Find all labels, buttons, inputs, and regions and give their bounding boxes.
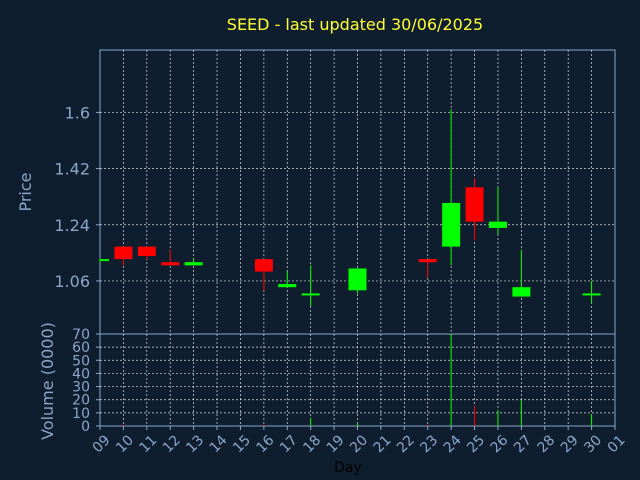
chart-title: SEED - last updated 30/06/2025 bbox=[227, 15, 483, 34]
price-tick-label: 1.24 bbox=[54, 216, 90, 235]
volume-tick-label: 60 bbox=[72, 340, 90, 356]
candle-body bbox=[465, 187, 484, 222]
candle-body bbox=[488, 221, 507, 228]
candle-body bbox=[582, 293, 601, 296]
price-tick-label: 1.6 bbox=[65, 103, 90, 122]
candle bbox=[512, 249, 531, 297]
candle-body bbox=[161, 262, 180, 266]
candle-body bbox=[348, 268, 367, 291]
volume-tick-label: 0 bbox=[81, 419, 90, 435]
volume-axis-label: Volume (0000) bbox=[38, 322, 57, 440]
candle-body bbox=[114, 246, 133, 260]
candle-body bbox=[512, 287, 531, 297]
volume-tick-label: 50 bbox=[72, 353, 90, 369]
candle-body bbox=[184, 262, 203, 266]
candle bbox=[137, 246, 156, 260]
candle bbox=[184, 259, 203, 266]
candle-body bbox=[418, 259, 437, 263]
candle-body bbox=[442, 202, 461, 247]
price-tick-label: 1.06 bbox=[54, 272, 90, 291]
candle bbox=[301, 265, 320, 306]
x-axis-label: Day bbox=[334, 460, 362, 476]
candle-body bbox=[100, 259, 109, 262]
candle bbox=[114, 246, 133, 266]
volume-series bbox=[122, 334, 593, 426]
candle bbox=[254, 259, 273, 291]
price-tick-label: 1.42 bbox=[54, 160, 90, 179]
volume-tick-label: 30 bbox=[72, 380, 90, 396]
candle bbox=[465, 177, 484, 241]
candle-body bbox=[278, 284, 297, 288]
candle bbox=[488, 187, 507, 235]
price-axis-label: Price bbox=[16, 172, 35, 211]
candle bbox=[161, 249, 180, 266]
candle bbox=[442, 109, 461, 266]
volume-tick-label: 70 bbox=[72, 327, 90, 343]
candle bbox=[418, 259, 437, 278]
candle-body bbox=[301, 293, 320, 296]
price-axis-ticks: 1.06 1.24 1.42 1.6 bbox=[54, 103, 100, 291]
volume-tick-label: 20 bbox=[72, 393, 90, 409]
candle bbox=[278, 271, 297, 288]
candlestick-series bbox=[99, 109, 601, 306]
candle bbox=[348, 268, 367, 294]
volume-tick-label: 40 bbox=[72, 366, 90, 382]
candle bbox=[582, 280, 601, 303]
candle bbox=[99, 259, 109, 263]
candle-body bbox=[254, 259, 273, 272]
volume-tick-label: 10 bbox=[72, 406, 90, 422]
candle-body bbox=[137, 246, 156, 256]
